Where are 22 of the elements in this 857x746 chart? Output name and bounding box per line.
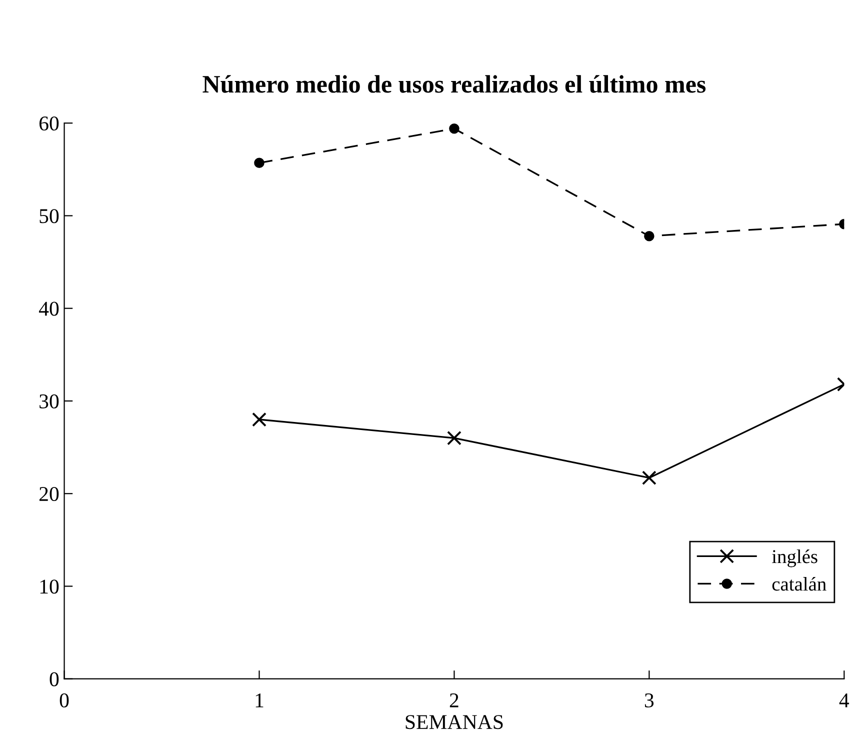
point [446, 430, 462, 446]
point [254, 158, 264, 168]
y-tick-label: 0 [50, 672, 59, 686]
x-tick-label: 3 [644, 693, 654, 708]
x-axis-title: SEMANAS [406, 715, 503, 730]
y-tick-label: 40 [38, 302, 59, 316]
point [642, 470, 656, 486]
x-tick-label: 2 [450, 693, 458, 708]
point [449, 124, 460, 134]
y-tick-label: 10 [40, 580, 59, 594]
x-tick-label: 0 [60, 693, 69, 708]
legend-label: inglés [772, 549, 818, 568]
point [252, 412, 266, 427]
y-tick-label: 30 [40, 394, 59, 408]
chart-title: Número medio de usos realizados el último mes [202, 75, 706, 93]
legend-label: catalán [772, 577, 826, 591]
y-tick-label: 60 [39, 116, 59, 131]
y-tick-label: 50 [40, 209, 59, 224]
x-tick-label: 4 [839, 693, 850, 708]
x-tick-label: 1 [256, 693, 264, 708]
point [644, 230, 654, 242]
y-tick-label: 20 [39, 486, 59, 502]
